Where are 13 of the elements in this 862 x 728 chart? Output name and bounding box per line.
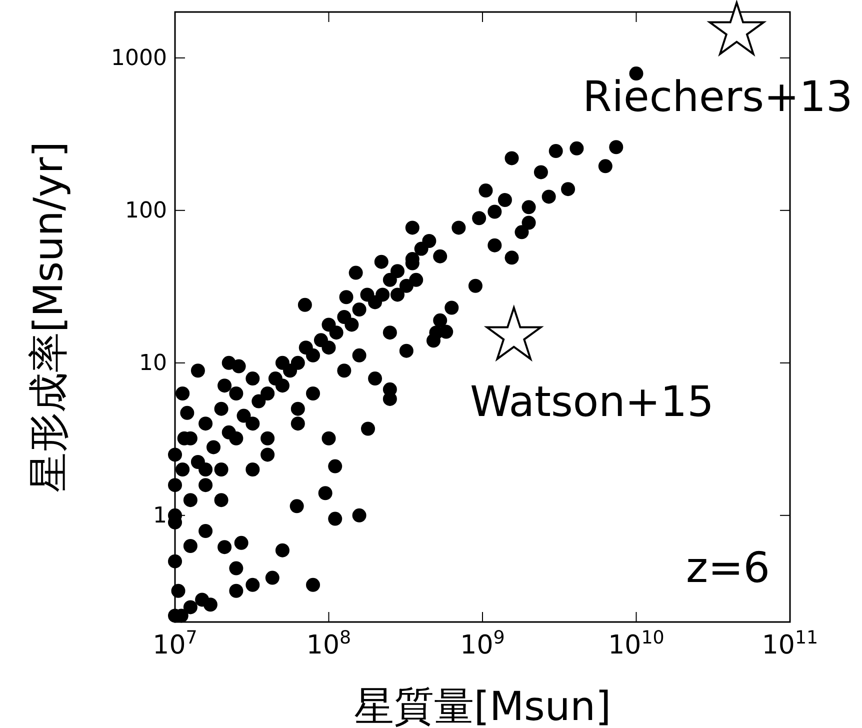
annotation: Watson+15 xyxy=(470,377,714,426)
annotation: z=6 xyxy=(686,543,770,592)
x-axis-title: 星質量[Msun] xyxy=(354,684,612,728)
x-tick-label: 10$^{9}$ xyxy=(460,627,505,661)
x-tick-label: 10$^{8}$ xyxy=(306,627,352,661)
x-tick-label: 10$^{11}$ xyxy=(762,627,818,661)
y-tick-label: 1 xyxy=(153,503,167,528)
y-tick-label: 100 xyxy=(125,198,167,224)
x-tick-label: 10$^{10}$ xyxy=(608,627,664,661)
y-tick-label: 1000 xyxy=(111,46,167,71)
x-tick-label: 10$^{7}$ xyxy=(152,627,198,661)
y-tick-label: 10 xyxy=(139,350,167,376)
y-axis-title: 星形成率[Msun/yr] xyxy=(26,142,72,492)
